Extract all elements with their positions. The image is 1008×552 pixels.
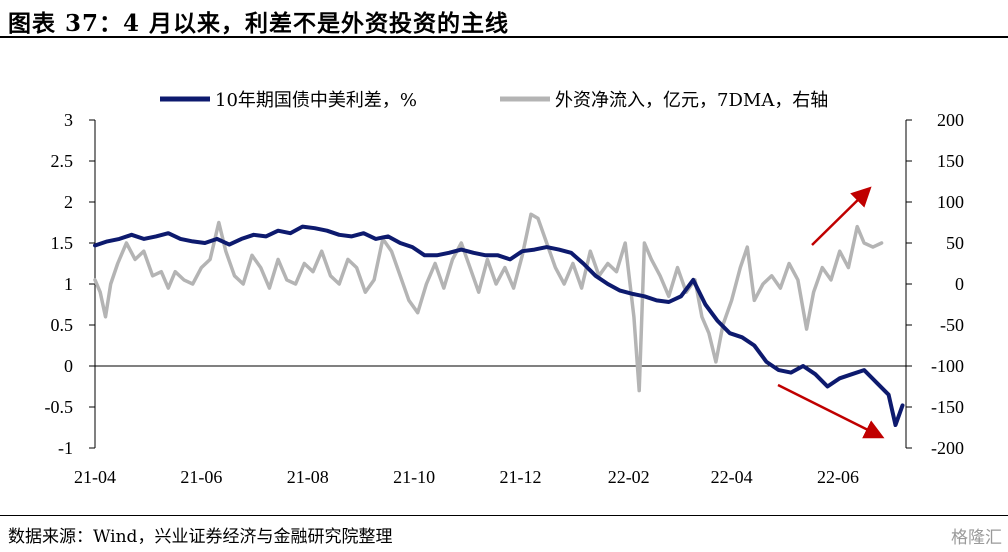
x-tick-label: 21-08: [287, 467, 329, 487]
annotation-arrows: [777, 186, 885, 439]
left-tick-label: 3: [64, 110, 73, 130]
figure-title: 图表 37：4 月以来，利差不是外资投资的主线: [8, 10, 510, 37]
series-line-flow: [93, 212, 884, 393]
right-tick-label: -50: [940, 315, 964, 335]
left-tick-label: 0.5: [51, 315, 74, 335]
x-axis-ticks: 21-04 21-06 21-08 21-10 21-12 22-02 22-04 22-06: [74, 467, 859, 487]
x-tick-label: 21-12: [500, 467, 542, 487]
right-tick-label: 0: [955, 274, 964, 294]
arrow-up-right: [811, 186, 872, 246]
left-tick-label: -1: [58, 438, 73, 458]
x-tick-label: 21-06: [180, 467, 222, 487]
left-tick-label: 0: [64, 356, 73, 376]
source-rule: [0, 515, 1008, 516]
left-tick-label: 2: [64, 192, 73, 212]
x-tick-label: 21-04: [74, 467, 116, 487]
right-tick-label: 200: [937, 110, 964, 130]
arrow-down-right: [777, 383, 885, 439]
left-tick-label: -0.5: [45, 397, 74, 417]
legend-label-spread: 10年期国债中美利差，%: [215, 90, 417, 111]
left-axis-ticks: 3 2.5 2 1.5 1 0.5 0 -0.5 -1: [45, 110, 95, 458]
right-tick-label: 150: [937, 151, 964, 171]
left-tick-label: 1: [64, 274, 73, 294]
right-tick-label: 100: [937, 192, 964, 212]
x-tick-label: 21-10: [393, 467, 435, 487]
x-tick-label: 22-04: [711, 467, 753, 487]
legend: 10年期国债中美利差，% 外资净流入，亿元，7DMA，右轴: [160, 90, 828, 111]
legend-label-flow: 外资净流入，亿元，7DMA，右轴: [555, 90, 828, 111]
watermark-logo: 格隆汇: [951, 528, 1002, 548]
source-note: 数据来源：Wind，兴业证券经济与金融研究院整理: [8, 527, 393, 547]
series-line-spread: [93, 224, 905, 427]
title-underline: [0, 36, 1008, 38]
series-layer: [93, 212, 905, 427]
plot-frame: [94, 120, 907, 448]
x-tick-label: 22-06: [817, 467, 859, 487]
right-tick-label: -200: [931, 438, 964, 458]
left-tick-label: 2.5: [51, 151, 74, 171]
right-tick-label: -100: [931, 356, 964, 376]
right-axis-ticks: 200 150 100 50 0 -50 -100 -150 -200: [906, 110, 964, 458]
right-tick-label: 50: [946, 233, 964, 253]
left-tick-label: 1.5: [51, 233, 74, 253]
x-tick-label: 22-02: [608, 467, 650, 487]
right-tick-label: -150: [931, 397, 964, 417]
